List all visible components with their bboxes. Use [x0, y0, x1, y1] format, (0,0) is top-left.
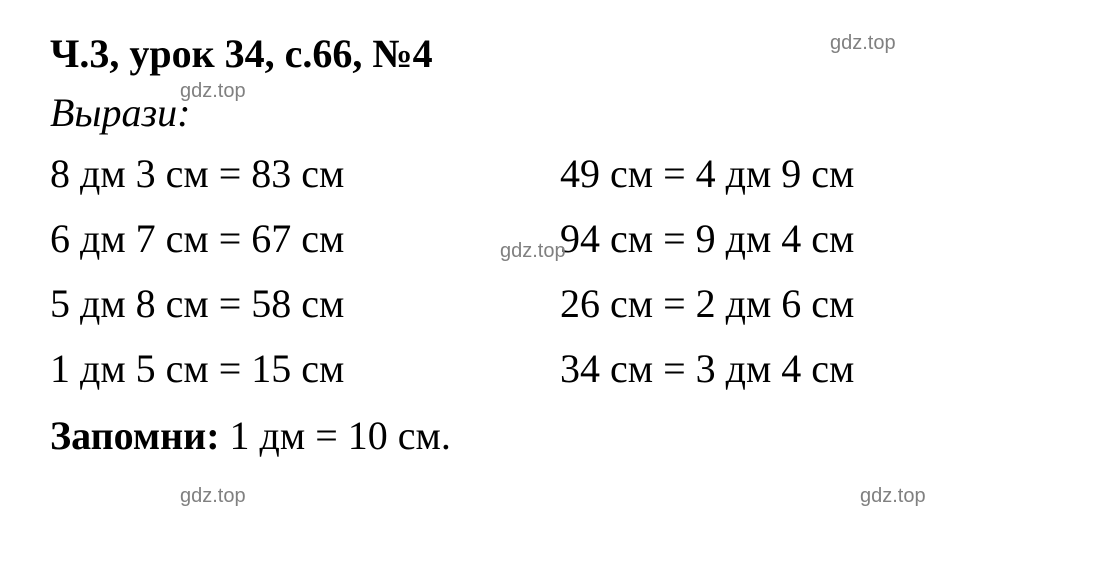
footer-text: 1 дм = 10 см. [220, 413, 451, 458]
equation-right-3: 34 см = 3 дм 4 см [560, 345, 990, 392]
watermark-4: gdz.top [860, 485, 926, 508]
page: Ч.3, урок 34, с.66, №4 Вырази: 8 дм 3 см… [0, 0, 1118, 489]
equation-right-0: 49 см = 4 дм 9 см [560, 150, 990, 197]
equation-left-0: 8 дм 3 см = 83 см [50, 150, 480, 197]
footer: Запомни: 1 дм = 10 см. [50, 412, 1068, 459]
equations-grid: 8 дм 3 см = 83 см 49 см = 4 дм 9 см 6 дм… [50, 150, 1068, 392]
equation-right-1: 94 см = 9 дм 4 см [560, 215, 990, 262]
watermark-3: gdz.top [180, 485, 246, 508]
heading: Ч.3, урок 34, с.66, №4 [50, 30, 1068, 77]
footer-label: Запомни: [50, 413, 220, 458]
equation-left-2: 5 дм 8 см = 58 см [50, 280, 480, 327]
equation-left-3: 1 дм 5 см = 15 см [50, 345, 480, 392]
instruction: Вырази: [50, 89, 1068, 136]
equation-right-2: 26 см = 2 дм 6 см [560, 280, 990, 327]
equation-left-1: 6 дм 7 см = 67 см [50, 215, 480, 262]
